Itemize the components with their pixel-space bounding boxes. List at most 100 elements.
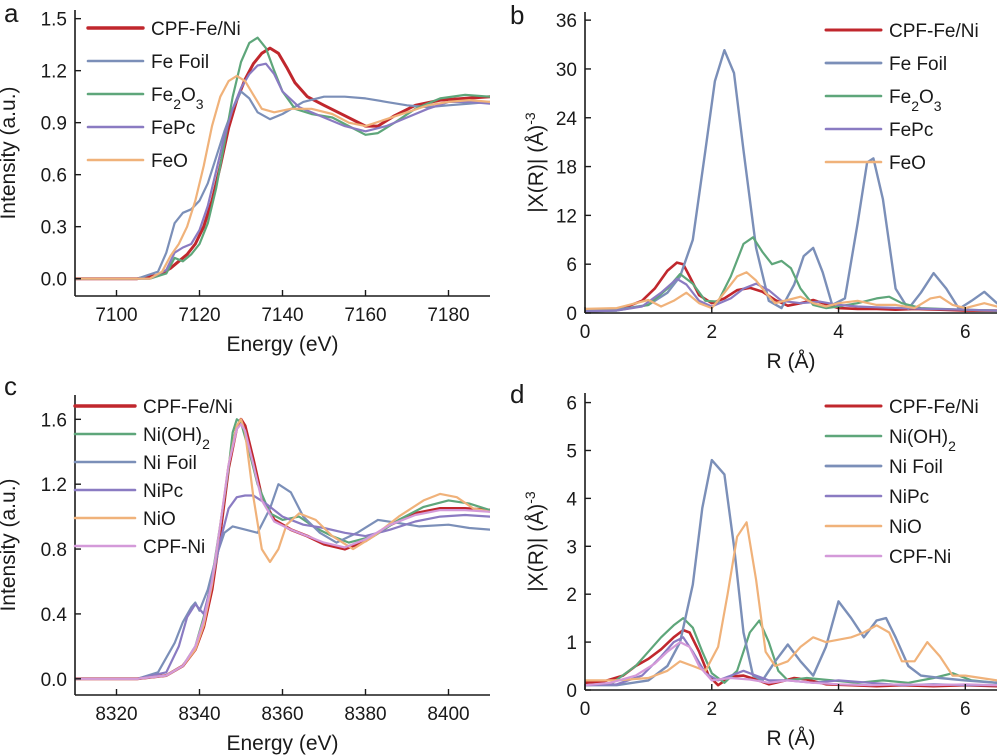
chart-panel-c: c 8320 8340 8360 8380 8400 0.0 0.4 0.8 1.2 1.6 Ener… xyxy=(0,371,490,755)
series-line-ni-oh-2 xyxy=(585,616,997,687)
y-tick-label: 6 xyxy=(566,255,577,276)
legend-label-nipc: NiPc xyxy=(143,481,183,502)
series-group xyxy=(585,458,997,688)
y-tick-label: 18 xyxy=(556,158,577,179)
legend: CPF-Fe/Ni Ni(OH)2Ni Foil NiPc NiO CPF-Ni xyxy=(73,397,233,558)
series-line-fe2o3 xyxy=(585,236,997,313)
series-line-cpf-ni xyxy=(75,423,490,680)
legend-label-cpf-fe-ni: CPF-Fe/Ni xyxy=(151,19,241,40)
y-tick-label: 30 xyxy=(556,60,577,81)
series-line-cpf-ni xyxy=(585,640,997,687)
y-tick-label: 1.5 xyxy=(41,10,67,31)
legend-label-fe-foil: Fe Foil xyxy=(889,54,947,75)
y-tick-label: 1.2 xyxy=(41,62,67,83)
x-tick-label: 6 xyxy=(960,322,971,343)
series-line-nipc xyxy=(75,494,490,680)
y-tick-label: 1.6 xyxy=(41,410,67,431)
legend-label-ni-oh-2: Ni(OH)2 xyxy=(889,427,956,454)
series-line-fe2o3 xyxy=(75,36,490,280)
y-tick-label: 0.9 xyxy=(41,114,67,135)
y-axis-title-exponent: -3 xyxy=(522,491,538,504)
y-tick-label: 5 xyxy=(566,441,577,462)
legend-label-cpf-fe-ni: CPF-Fe/Ni xyxy=(889,397,979,418)
series-line-feo xyxy=(585,271,997,310)
legend-label-cpf-ni: CPF-Ni xyxy=(143,537,205,558)
y-axis-title: |X(R)| (Å)-3 xyxy=(522,112,548,213)
chart-panel-a: a 7100 7120 7140 7160 7180 0.0 0.3 0.6 0.9 1.2 1.5 E… xyxy=(0,0,490,356)
legend-label-fepc: FePc xyxy=(151,118,195,139)
y-tick-label: 0 xyxy=(566,304,577,325)
y-tick-label: 6 xyxy=(566,394,577,415)
y-tick-label: 4 xyxy=(566,489,577,510)
x-axis-title: Energy (eV) xyxy=(226,333,338,356)
legend-label-feo: FeO xyxy=(151,151,188,172)
x-tick-label: 0 xyxy=(580,322,591,343)
y-axis-title: |X(R)| (Å)-3 xyxy=(522,491,548,592)
y-axis-title-text: |X(R)| (Å) xyxy=(525,504,548,592)
legend-label-ni-foil: Ni Foil xyxy=(889,457,943,478)
legend-label-fe-foil: Fe Foil xyxy=(151,52,209,73)
y-tick-label: 0.6 xyxy=(41,166,67,187)
y-tick-label: 2 xyxy=(566,585,577,606)
series-line-nio xyxy=(75,418,490,680)
panel-label: b xyxy=(510,0,524,30)
x-tick-label: 7100 xyxy=(95,305,137,326)
legend-label-ni-foil: Ni Foil xyxy=(143,453,197,474)
x-tick-label: 2 xyxy=(706,322,717,343)
y-axis-title-text: |X(R)| (Å) xyxy=(525,125,548,213)
y-tick-label: 24 xyxy=(556,109,578,130)
x-tick-label: 4 xyxy=(833,322,844,343)
y-tick-label: 1.2 xyxy=(41,475,67,496)
x-tick-label: 0 xyxy=(580,699,591,720)
legend-label-cpf-fe-ni: CPF-Fe/Ni xyxy=(889,21,979,42)
legend-label-cpf-ni: CPF-Ni xyxy=(889,547,951,568)
y-tick-label: 0.0 xyxy=(41,270,67,291)
series-line-fe-foil xyxy=(75,90,490,280)
chart-panel-d: d 0 2 4 6 0 1 2 3 4 5 6 R (Å) |X(R)| (Å)-3 CPF-Fe/Ni Ni… xyxy=(510,379,997,750)
x-tick-label: 8380 xyxy=(344,704,386,725)
series-line-nio xyxy=(585,521,997,682)
x-tick-label: 2 xyxy=(706,699,717,720)
legend-label-fe2o3: Fe2O3 xyxy=(889,87,942,114)
x-tick-label: 8320 xyxy=(95,704,137,725)
panel-label: a xyxy=(4,0,19,28)
x-tick-label: 7120 xyxy=(178,305,220,326)
y-axis-title-text: Intensity (a.u.) xyxy=(0,86,20,219)
legend: CPF-Fe/Ni Fe Foil Fe2O3 FePc FeO xyxy=(824,21,979,174)
x-tick-label: 4 xyxy=(833,699,844,720)
y-tick-label: 12 xyxy=(556,206,577,227)
y-tick-label: 0.3 xyxy=(41,218,67,239)
series-line-ni-foil xyxy=(585,458,997,687)
series-line-ni-oh-2 xyxy=(75,418,490,680)
y-tick-label: 0.0 xyxy=(41,670,67,691)
legend-label-nipc: NiPc xyxy=(889,487,929,508)
y-tick-label: 0.4 xyxy=(41,605,68,626)
panel-label: c xyxy=(4,371,17,401)
series-group xyxy=(75,36,490,281)
series-line-fepc xyxy=(75,62,490,280)
legend-label-ni-oh-2: Ni(OH)2 xyxy=(143,425,210,452)
legend-label-nio: NiO xyxy=(889,517,922,538)
y-tick-label: 0 xyxy=(566,681,577,702)
legend-label-nio: NiO xyxy=(143,509,176,530)
legend-label-feo: FeO xyxy=(889,153,926,174)
y-axis-title-exponent: -3 xyxy=(522,112,538,125)
series-group xyxy=(585,49,997,313)
x-tick-label: 8400 xyxy=(427,704,469,725)
y-axis-title: Intensity (a.u.) xyxy=(0,86,20,219)
y-axis-title: Intensity (a.u.) xyxy=(0,478,20,611)
y-tick-label: 3 xyxy=(566,537,577,558)
x-tick-label: 7160 xyxy=(344,305,386,326)
x-tick-label: 8340 xyxy=(178,704,220,725)
x-tick-label: 6 xyxy=(960,699,971,720)
x-axis-title: R (Å) xyxy=(767,350,816,373)
x-tick-label: 7180 xyxy=(427,305,469,326)
series-group xyxy=(75,417,490,681)
series-line-cpf-fe-ni xyxy=(585,261,997,313)
series-line-fe-foil xyxy=(585,49,997,312)
x-tick-label: 7140 xyxy=(261,305,303,326)
legend-label-fepc: FePc xyxy=(889,120,933,141)
y-tick-label: 0.8 xyxy=(41,540,67,561)
